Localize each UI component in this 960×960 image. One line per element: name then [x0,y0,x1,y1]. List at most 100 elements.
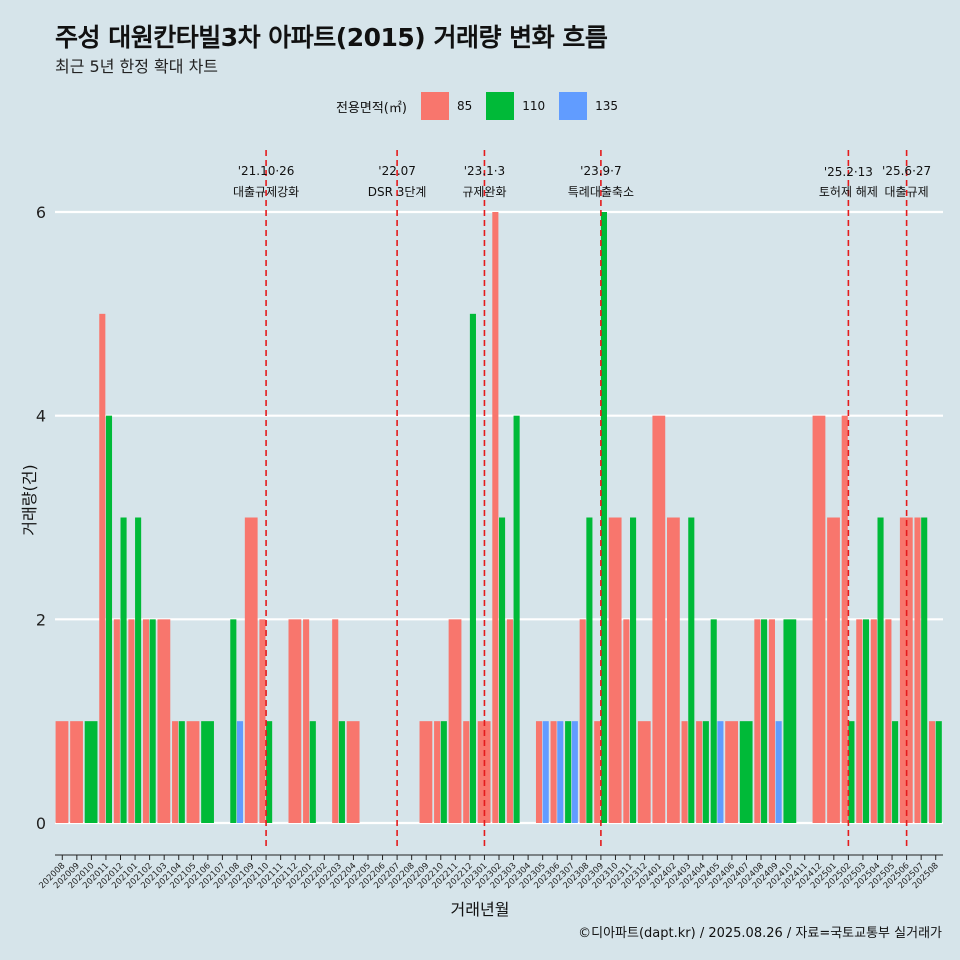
legend-title: 전용면적(㎡) [335,100,407,116]
bar-202405-135 [717,721,724,823]
bar-202502-110 [848,721,855,823]
bar-202305-135 [542,721,549,823]
bar-202406-85 [725,721,739,823]
bar-202306-85 [550,721,557,823]
y-tick-label-4: 4 [36,407,46,426]
bar-202508-110 [935,721,942,823]
bar-202009-85 [70,721,83,823]
bar-202412-85 [812,415,826,823]
bar-202302-85 [492,212,499,823]
bar-202102-85 [142,619,150,823]
bar-202212-110 [469,313,476,823]
legend-label-135: 135 [595,99,619,113]
bar-202307-135 [571,721,578,823]
bar-202501-85 [827,517,840,823]
event-label-202301: 규제완화 [462,185,506,199]
bar-202012-110 [120,517,127,823]
bar-202307-110 [565,721,572,823]
legend-swatch-135 [559,92,588,120]
event-label-202207: DSR 3단계 [368,185,427,199]
bar-202112-85 [288,619,302,823]
bar-202102-110 [149,619,156,823]
bar-202306-135 [557,721,564,823]
bar-202401-85 [652,415,666,823]
bar-202106-110 [201,721,214,823]
bar-202108-110 [230,619,237,823]
bar-202410-110 [783,619,797,823]
bar-202407-110 [739,721,753,823]
bar-202210-110 [440,721,447,823]
bar-202012-85 [113,619,120,823]
y-tick-label-2: 2 [36,610,46,629]
legend-item-85: 85 [420,92,473,120]
bar-202209-85 [419,721,433,823]
bar-202504-85 [870,619,877,823]
event-date-202207: '22.07 [378,164,416,178]
bar-202504-110 [877,517,884,823]
bar-202403-85 [681,721,688,823]
bar-202503-85 [856,619,863,823]
legend-label-110: 110 [522,99,546,113]
bar-202503-110 [862,619,870,823]
bar-202408-110 [761,619,768,823]
bar-202101-85 [128,619,135,823]
x-axis-label: 거래년월 [450,900,510,919]
bar-202212-85 [463,721,470,823]
bar-202409-135 [775,721,782,823]
bar-202310-85 [608,517,622,823]
y-tick-label-6: 6 [36,203,46,222]
bar-202303-85 [506,619,513,823]
event-date-202502: '25.2·13 [824,165,873,179]
bar-202404-110 [702,721,709,823]
y-axis-label: 거래량(건) [20,464,39,536]
chart-title: 주성 대원칸타빌3차 아파트(2015) 거래량 변화 흐름 [55,23,608,52]
bar-202110-85 [259,619,266,823]
caption: ©디아파트(dapt.kr) / 2025.08.26 / 자료=국토교통부 실… [578,926,942,941]
bar-202303-110 [513,415,520,823]
bar-202203-85 [332,619,339,823]
bar-202011-110 [105,415,113,823]
bar-202402-85 [666,517,680,823]
bar-202508-85 [929,721,936,823]
bar-202110-110 [266,721,273,823]
legend-swatch-85 [420,92,449,120]
legend-item-110: 110 [486,92,545,120]
event-label-202309: 특례대출축소 [568,185,634,199]
event-date-202110: '21.10·26 [238,164,295,178]
bar-202409-85 [768,619,775,823]
bar-202010-110 [84,721,98,823]
bar-202105-85 [186,721,200,823]
bar-202109-85 [244,517,258,823]
bar-202211-85 [448,619,462,823]
bar-202201-85 [303,619,310,823]
bar-202505-110 [892,721,899,823]
bar-202103-85 [157,619,171,823]
event-date-202301: '23.1·3 [464,164,505,178]
bar-202201-110 [309,721,316,823]
legend-item-135: 135 [559,92,618,120]
bar-202312-85 [637,721,651,823]
legend-label-85: 85 [456,99,473,113]
bar-202104-85 [172,721,179,823]
bar-202502-85 [841,415,848,823]
bar-202404-85 [696,721,703,823]
bar-202210-85 [434,721,441,823]
bar-202308-85 [579,619,586,823]
bar-202405-110 [710,619,717,823]
bar-202507-110 [921,517,928,823]
bar-202408-85 [754,619,761,823]
event-date-202309: '23.9·7 [580,164,621,178]
bar-202309-85 [594,721,601,823]
bar-202203-110 [338,721,345,823]
chart-subtitle: 최근 5년 한정 확대 차트 [55,57,219,76]
bar-202403-110 [688,517,695,823]
event-label-202110: 대출규제강화 [233,185,299,199]
bar-202308-110 [586,517,593,823]
bar-202011-85 [99,313,106,823]
bar-202309-110 [600,212,607,823]
legend: 전용면적(㎡) 85 110 135 [0,92,960,120]
bar-202204-85 [346,721,360,823]
bar-202507-85 [914,517,921,823]
bar-202311-85 [623,619,630,823]
